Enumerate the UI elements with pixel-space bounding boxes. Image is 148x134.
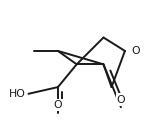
Text: O: O [54, 100, 62, 110]
Text: O: O [131, 46, 140, 56]
Text: O: O [117, 94, 125, 105]
Text: HO: HO [9, 89, 26, 99]
